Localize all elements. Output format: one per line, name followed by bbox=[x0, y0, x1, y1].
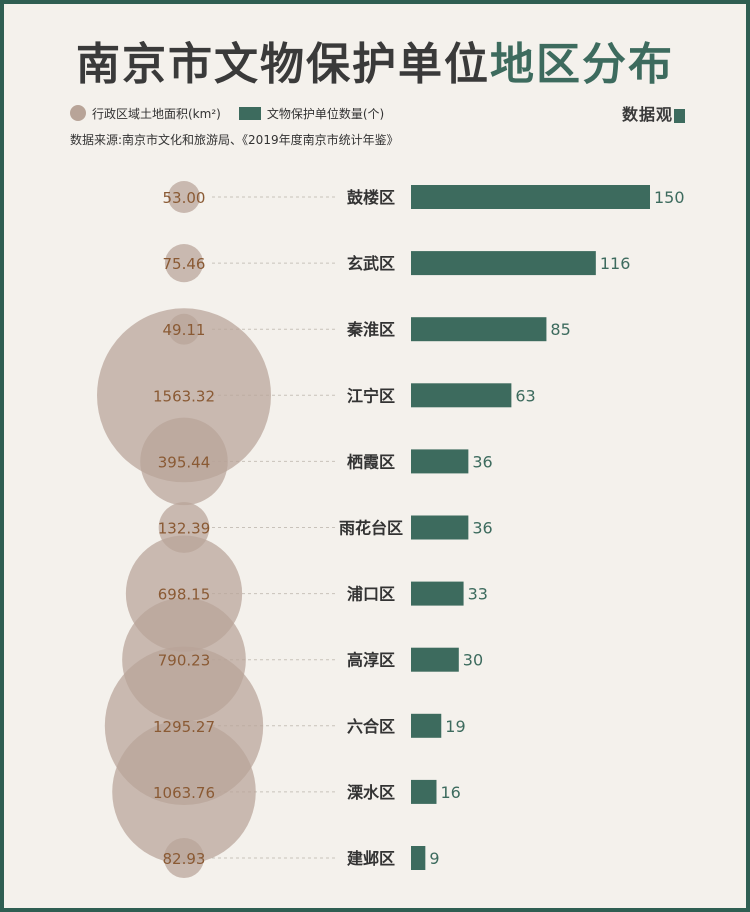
district-label: 建邺区 bbox=[347, 849, 395, 868]
area-value-label: 1295.27 bbox=[153, 718, 215, 736]
legend: 行政区域土地面积(km²) 文物保护单位数量(个) bbox=[70, 104, 384, 122]
brand-tag bbox=[674, 108, 686, 123]
count-value-label: 36 bbox=[472, 452, 492, 471]
count-bar bbox=[411, 779, 437, 804]
area-value-label: 1563.32 bbox=[153, 387, 215, 405]
count-value-label: 33 bbox=[468, 585, 488, 604]
title-accent: 地区分布 bbox=[490, 39, 674, 90]
count-bar bbox=[411, 449, 469, 474]
legend-bubble-swatch bbox=[70, 105, 86, 121]
count-bar bbox=[411, 581, 464, 606]
count-value-label: 85 bbox=[550, 320, 570, 339]
label-layer: 53.00 鼓楼区 150 75.46 玄武区 116 49.11 秦淮区 85 1563.32 江… bbox=[153, 185, 685, 870]
area-bubble bbox=[112, 720, 256, 864]
count-value-label: 116 bbox=[600, 254, 631, 273]
legend-bar-swatch bbox=[238, 106, 261, 120]
count-bar bbox=[411, 185, 650, 209]
brand-logo: 数据观 bbox=[622, 101, 686, 125]
district-label: 雨花台区 bbox=[339, 519, 403, 538]
brand-name: 数据观 bbox=[622, 105, 674, 124]
area-value-label: 698.15 bbox=[158, 586, 211, 604]
count-value-label: 9 bbox=[429, 849, 439, 868]
area-value-label: 132.39 bbox=[158, 520, 211, 538]
area-bubble bbox=[163, 837, 205, 879]
district-label: 六合区 bbox=[347, 717, 395, 736]
data-source-note: 数据来源:南京市文化和旅游局、《2019年度南京市统计年鉴》 bbox=[70, 133, 399, 147]
district-label: 秦淮区 bbox=[346, 320, 395, 339]
district-label: 鼓楼区 bbox=[347, 188, 395, 207]
count-bar bbox=[411, 846, 426, 870]
bubble-layer bbox=[97, 180, 271, 879]
count-bar bbox=[411, 317, 547, 342]
area-bubble bbox=[167, 180, 201, 214]
area-value-label: 790.23 bbox=[158, 652, 211, 670]
title-main: 南京市文物保护单位 bbox=[76, 39, 490, 90]
count-bar bbox=[411, 251, 596, 276]
district-label: 浦口区 bbox=[347, 585, 395, 604]
area-bubble bbox=[140, 417, 228, 506]
count-bar bbox=[411, 713, 442, 738]
area-bubble bbox=[164, 243, 204, 283]
area-value-label: 75.46 bbox=[163, 255, 206, 273]
district-label: 江宁区 bbox=[347, 386, 395, 405]
chart-title: 南京市文物保护单位地区分布 bbox=[0, 38, 750, 92]
area-bubble bbox=[97, 308, 271, 483]
area-value-label: 53.00 bbox=[163, 189, 206, 207]
count-value-label: 19 bbox=[445, 717, 465, 736]
count-value-label: 16 bbox=[440, 783, 460, 802]
district-label: 栖霞区 bbox=[347, 452, 395, 471]
area-value-label: 1063.76 bbox=[153, 784, 215, 802]
area-value-label: 49.11 bbox=[163, 321, 206, 339]
count-value-label: 36 bbox=[472, 519, 492, 538]
area-value-label: 82.93 bbox=[163, 850, 206, 868]
count-bar bbox=[411, 647, 459, 672]
legend-count-label: 文物保护单位数量(个) bbox=[266, 106, 385, 121]
district-label: 高淳区 bbox=[347, 651, 395, 670]
count-value-label: 150 bbox=[654, 188, 685, 207]
area-value-label: 395.44 bbox=[158, 453, 211, 471]
count-value-label: 30 bbox=[463, 651, 483, 670]
count-bar bbox=[411, 383, 512, 408]
count-bar bbox=[411, 515, 469, 540]
count-value-label: 63 bbox=[515, 386, 535, 405]
legend-area-label: 行政区域土地面积(km²) bbox=[92, 106, 221, 121]
district-label: 玄武区 bbox=[347, 254, 395, 273]
district-label: 溧水区 bbox=[347, 783, 395, 802]
